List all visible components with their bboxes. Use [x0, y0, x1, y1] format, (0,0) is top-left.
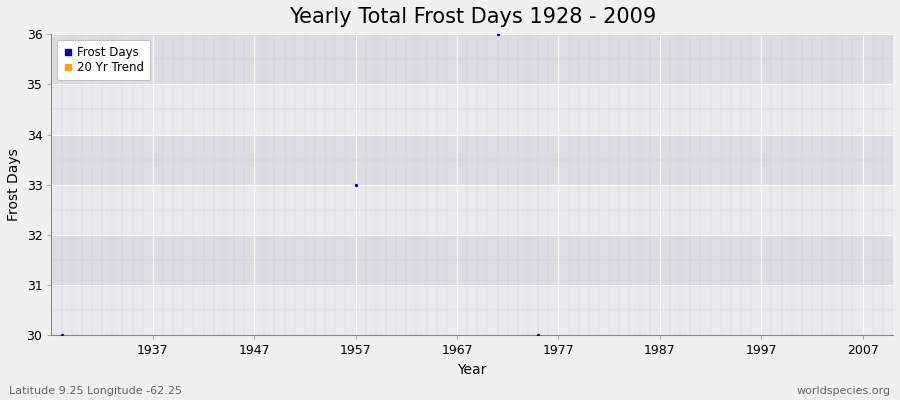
Point: [531, 332, 545, 339]
Point: [491, 31, 505, 37]
Point: [348, 182, 363, 188]
Bar: [51, 185, 893, 235]
Bar: [51, 34, 893, 84]
Bar: [51, 84, 893, 134]
Legend: Frost Days, 20 Yr Trend: Frost Days, 20 Yr Trend: [58, 40, 150, 80]
X-axis label: Year: Year: [457, 363, 487, 377]
Y-axis label: Frost Days: Frost Days: [7, 148, 21, 221]
Title: Yearly Total Frost Days 1928 - 2009: Yearly Total Frost Days 1928 - 2009: [289, 7, 656, 27]
Bar: [51, 285, 893, 336]
Bar: [51, 235, 893, 285]
Point: [54, 332, 68, 339]
Text: worldspecies.org: worldspecies.org: [796, 386, 891, 396]
Text: Latitude 9.25 Longitude -62.25: Latitude 9.25 Longitude -62.25: [9, 386, 182, 396]
Bar: [51, 134, 893, 185]
